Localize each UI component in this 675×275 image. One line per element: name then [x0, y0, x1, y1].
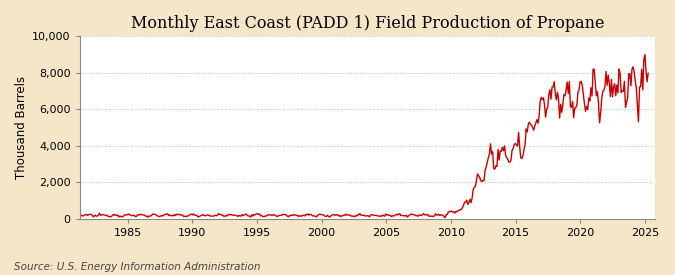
Text: Source: U.S. Energy Information Administration: Source: U.S. Energy Information Administ… — [14, 262, 260, 272]
Title: Monthly East Coast (PADD 1) Field Production of Propane: Monthly East Coast (PADD 1) Field Produc… — [131, 15, 604, 32]
Y-axis label: Thousand Barrels: Thousand Barrels — [15, 76, 28, 179]
